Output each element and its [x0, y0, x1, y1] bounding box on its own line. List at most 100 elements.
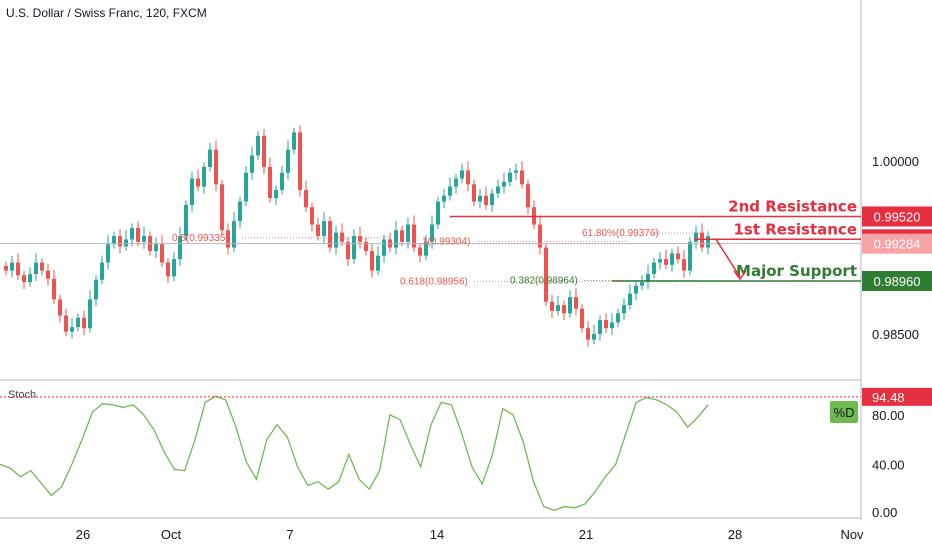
candle-body: [460, 170, 464, 179]
candle-body: [238, 201, 242, 222]
price-axis-tick: 1.00000: [872, 154, 919, 169]
candle-body: [100, 262, 104, 280]
candle-body: [106, 244, 110, 263]
candle-body: [172, 259, 176, 277]
level-label-2nd-resistance: 2nd Resistance: [728, 197, 857, 215]
stoch-axis-tick: 40.00: [872, 457, 905, 472]
candle-body: [406, 224, 410, 242]
chart-title: U.S. Dollar / Swiss Franc, 120, FXCM: [6, 6, 207, 20]
candle-body: [316, 224, 320, 237]
candle-body: [364, 241, 368, 252]
level-label-major-support: Major Support: [736, 262, 857, 280]
candle-body: [382, 239, 386, 256]
candle-body: [346, 241, 350, 260]
candle-body: [508, 172, 512, 182]
candle-body: [124, 239, 128, 247]
candle-body: [526, 184, 530, 208]
candle-body: [628, 293, 632, 306]
candle-body: [64, 315, 68, 332]
candle-body: [646, 274, 650, 283]
price-tag-bg: [862, 206, 932, 227]
candle-body: [436, 201, 440, 225]
candle-body: [292, 132, 296, 150]
candle-body: [574, 297, 578, 309]
axis-layer: 1.00000 0.98500 80.00 40.00 0.00 26 Oct 7 14 21 28…: [76, 154, 919, 542]
candle-body: [700, 232, 704, 248]
candle-body: [130, 228, 134, 240]
fib-label: 61.80%(0.99376): [582, 228, 659, 239]
candle-body: [472, 184, 476, 202]
stoch-badge-bg: [830, 401, 858, 423]
candle-body: [586, 328, 590, 340]
candle-body: [484, 195, 488, 205]
candles-layer: [4, 125, 710, 347]
candle-body: [250, 155, 254, 173]
candle-body: [706, 236, 710, 248]
stoch-axis-tick: 0.00: [872, 505, 897, 520]
candle-body: [142, 236, 146, 242]
current-price-tag-bg: [862, 233, 932, 254]
current-price-tag: 0.99284: [874, 237, 921, 252]
candle-body: [94, 279, 98, 300]
candle-body: [322, 221, 326, 237]
candle-body: [184, 204, 188, 237]
candle-body: [220, 184, 224, 231]
candle-body: [670, 253, 674, 265]
candle-body: [136, 228, 140, 242]
candle-body: [622, 305, 626, 314]
candle-body: [502, 181, 506, 187]
candle-body: [652, 262, 656, 275]
candle-body: [154, 244, 158, 252]
candle-body: [46, 270, 50, 279]
candle-body: [376, 255, 380, 271]
candle-body: [268, 166, 272, 199]
time-axis-tick: 21: [579, 527, 593, 542]
candle-body: [340, 232, 344, 242]
fib-label: 0.382(0.98964): [510, 276, 578, 287]
candle-body: [634, 285, 638, 294]
candle-body: [682, 259, 686, 271]
candle-body: [694, 232, 698, 242]
candle-body: [358, 236, 362, 242]
stoch-badge: %D: [834, 405, 855, 420]
price-tag-1: 0.99520: [874, 209, 921, 224]
candle-body: [604, 320, 608, 329]
candle-body: [310, 207, 314, 225]
candle-body: [334, 232, 338, 248]
candle-body: [448, 186, 452, 196]
candle-body: [658, 259, 662, 263]
candle-body: [280, 172, 284, 190]
candle-body: [256, 135, 260, 156]
candle-body: [298, 132, 302, 190]
candle-body: [478, 195, 482, 202]
candle-body: [70, 327, 74, 332]
candle-body: [616, 313, 620, 323]
candle-body: [454, 178, 458, 187]
candle-body: [28, 274, 32, 283]
candle-body: [610, 322, 614, 329]
fib-label: 0.5(0.99335): [172, 233, 229, 244]
candle-body: [550, 301, 554, 311]
price-axis-tick: 0.98500: [872, 327, 919, 342]
stoch-panel-label: Stoch: [8, 389, 37, 401]
stoch-marker-tag-bg: [862, 387, 932, 406]
candle-body: [286, 149, 290, 173]
candle-body: [544, 247, 548, 302]
candle-body: [442, 195, 446, 202]
candle-body: [118, 236, 122, 247]
candle-body: [16, 262, 20, 276]
candle-body: [196, 178, 200, 187]
candle-body: [490, 193, 494, 205]
candle-body: [160, 244, 164, 263]
candle-body: [178, 236, 182, 260]
candle-body: [370, 251, 374, 271]
candle-body: [226, 230, 230, 248]
candle-body: [466, 170, 470, 185]
candle-body: [40, 262, 44, 271]
candle-body: [688, 241, 692, 271]
candle-body: [418, 247, 422, 256]
candle-body: [88, 299, 92, 329]
candle-body: [274, 190, 278, 199]
fib-label: 0.618(0.98956): [400, 276, 468, 287]
